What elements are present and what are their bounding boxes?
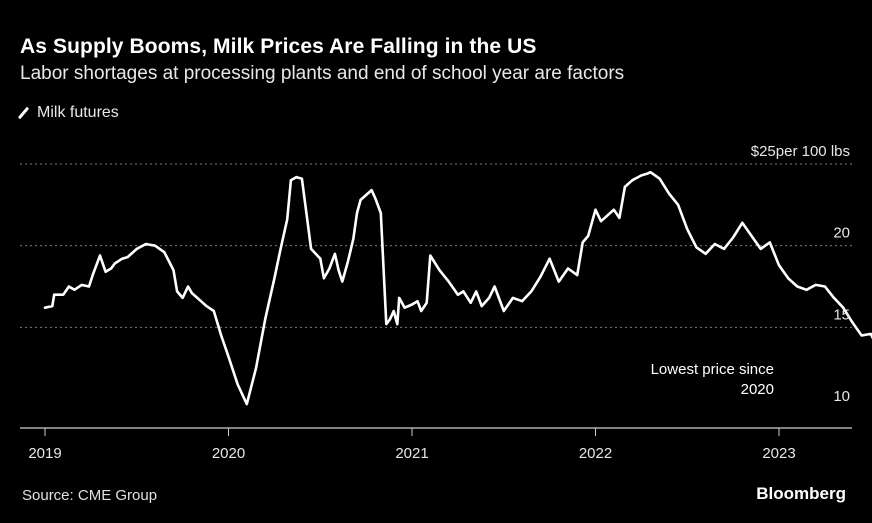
x-tick-label: 2019: [28, 445, 61, 462]
y-tick-label: 15: [833, 306, 850, 323]
x-tick-label: 2020: [212, 445, 245, 462]
labels: $25per 100 lbs 20 15 10 2019 2020 2021 2022 2023…: [28, 143, 850, 462]
x-axis: [20, 427, 852, 436]
annotation-line-1: Lowest price since: [651, 361, 774, 378]
annotation-line-2: 2020: [741, 381, 774, 398]
chart-subtitle: Labor shortages at processing plants and…: [20, 63, 625, 84]
x-tick-label: 2021: [395, 445, 428, 462]
y-tick-label: 20: [833, 225, 850, 242]
legend: Milk futures: [17, 104, 119, 122]
x-tick-label: 2023: [762, 445, 795, 462]
source-note: Source: CME Group: [22, 487, 158, 504]
bloomberg-logo: Bloomberg: [756, 484, 846, 503]
chart-title: As Supply Booms, Milk Prices Are Falling…: [20, 35, 537, 58]
gridlines: [20, 163, 852, 328]
y-tick-label: $25per 100 lbs: [751, 143, 850, 160]
legend-label: Milk futures: [37, 104, 119, 121]
series-line-milk-futures: [43, 170, 872, 406]
x-tick-label: 2022: [579, 445, 612, 462]
y-tick-label: 10: [833, 388, 850, 405]
